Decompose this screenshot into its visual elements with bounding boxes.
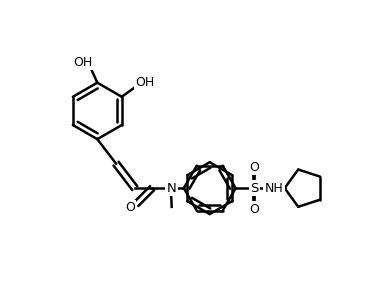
Text: N: N bbox=[167, 182, 176, 195]
Text: O: O bbox=[249, 203, 259, 216]
Text: NH: NH bbox=[265, 182, 283, 195]
Text: S: S bbox=[250, 182, 259, 195]
Text: O: O bbox=[125, 201, 135, 214]
Text: OH: OH bbox=[73, 56, 92, 69]
Text: O: O bbox=[249, 161, 259, 174]
Text: OH: OH bbox=[135, 77, 154, 89]
